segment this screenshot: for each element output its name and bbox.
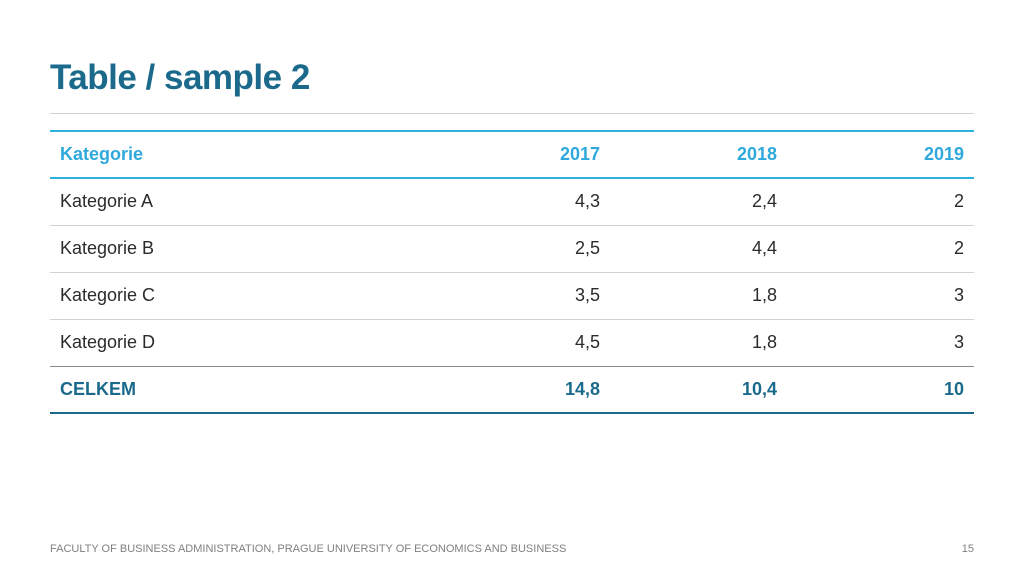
table-row: Kategorie D 4,5 1,8 3: [50, 319, 974, 366]
row-label: Kategorie D: [60, 332, 156, 352]
total-value-2018: 10,4: [741, 378, 777, 399]
cell-value: 3: [953, 285, 964, 305]
cell-value: 2: [953, 191, 964, 212]
table-row: Kategorie A 4,3 2,4 2: [50, 178, 974, 225]
total-value-2019: 10: [943, 378, 964, 399]
table-row: Kategorie B 2,5 4,4 2: [50, 225, 974, 272]
cell-value: 1,8: [751, 285, 777, 305]
row-label: Kategorie C: [60, 285, 156, 305]
cell-value: 4,4: [751, 238, 777, 258]
cell-value: 2,5: [574, 238, 600, 258]
title-divider: [50, 113, 974, 114]
cell-value: 2: [953, 238, 964, 258]
cell-value: 3: [953, 332, 964, 352]
header-year-2017: 2017: [559, 144, 600, 164]
page-title: Table / sample 2: [50, 58, 310, 97]
data-table: Kategorie 2017 2018 2019 Kategorie A 4,3…: [50, 130, 974, 414]
cell-value: 2,4: [751, 191, 777, 212]
header-year-2018: 2018: [736, 144, 777, 164]
cell-value: 4,3: [574, 191, 600, 212]
row-label: Kategorie A: [60, 191, 154, 212]
table-header-row: Kategorie 2017 2018 2019: [50, 131, 974, 178]
page-number: 15: [961, 543, 974, 555]
cell-value: 4,5: [574, 332, 600, 352]
cell-value: 1,8: [751, 332, 777, 352]
row-label: Kategorie B: [60, 238, 155, 258]
cell-value: 3,5: [574, 285, 600, 305]
table-total-row: CELKEM 14,8 10,4 10: [50, 366, 974, 413]
total-label: CELKEM: [60, 378, 136, 399]
table-row: Kategorie C 3,5 1,8 3: [50, 272, 974, 319]
footer-text: FACULTY OF BUSINESS ADMINISTRATION, PRAG…: [50, 543, 567, 555]
header-year-2019: 2019: [923, 144, 964, 164]
data-table-container: Kategorie 2017 2018 2019 Kategorie A 4,3…: [50, 130, 974, 414]
total-value-2017: 14,8: [564, 378, 600, 399]
header-category: Kategorie: [60, 144, 144, 164]
